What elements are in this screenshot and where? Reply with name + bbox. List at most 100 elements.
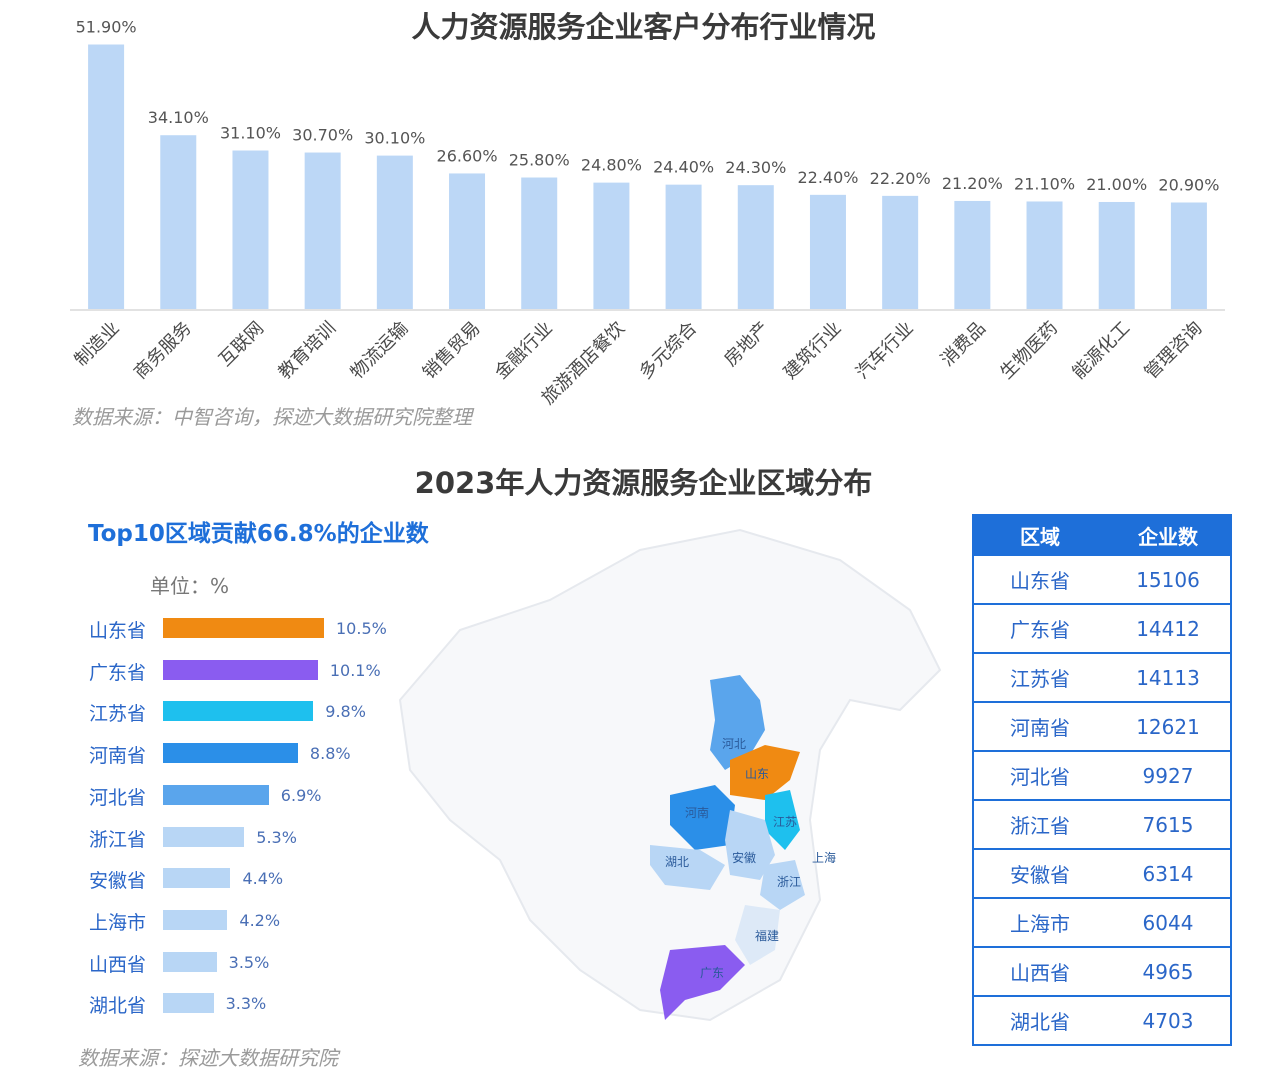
bar-value-label: 30.10%	[364, 129, 425, 148]
industry-bar-chart: 51.90% 制造业 34.10% 商务服务 31.10% 互联网 30.70% 教育培训 30…	[70, 18, 1225, 409]
table-row: 河北省 9927	[973, 750, 1231, 800]
x-tick-label: 管理咨询	[1141, 318, 1207, 384]
x-tick-label: 商务服务	[130, 318, 196, 384]
bar-5	[449, 173, 486, 309]
bar-9	[737, 185, 774, 309]
region-henan	[670, 785, 735, 850]
bar-value-label: 22.40%	[797, 168, 858, 187]
region-value-label: 5.3%	[256, 827, 297, 847]
x-tick-label: 消费品	[937, 318, 990, 371]
region-value-label: 10.5%	[336, 619, 387, 638]
x-tick-label: 能源化工	[1068, 318, 1134, 384]
region-label: 河南省	[88, 745, 146, 768]
region-value-label: 3.5%	[228, 952, 270, 972]
region-table-header: 区域 企业数	[973, 515, 1231, 555]
bar-value-label: 51.90%	[76, 18, 137, 37]
region-label: 湖北省	[88, 995, 146, 1018]
bar-6	[521, 177, 558, 309]
x-tick-label: 汽车行业	[852, 318, 918, 384]
count-cell: 6044	[1106, 897, 1231, 947]
region-bar	[163, 993, 214, 1014]
bar-4	[376, 155, 413, 309]
region-bar	[163, 868, 231, 889]
region-value-label: 8.8%	[309, 744, 351, 764]
bar-value-label: 25.80%	[509, 151, 570, 170]
x-tick-label: 教育培训	[274, 318, 340, 384]
region-label: 安徽省	[88, 870, 146, 893]
region-label: 广东省	[88, 661, 146, 684]
region-label: 山东省	[88, 620, 146, 642]
bar-value-label: 34.10%	[148, 108, 209, 127]
region-cell: 浙江省	[973, 799, 1106, 849]
region-label: 山西省	[88, 953, 146, 976]
count-cell: 7615	[1106, 799, 1231, 849]
region-label: 河北省	[88, 786, 146, 809]
region-fujian	[735, 905, 780, 965]
region-bar	[163, 701, 314, 722]
chart2-unit: 单位：%	[150, 574, 230, 598]
region-bar	[163, 909, 228, 930]
region-bar	[163, 826, 245, 847]
table-row: 上海市 6044	[973, 897, 1231, 947]
bar-2	[232, 150, 269, 309]
x-tick-label: 金融行业	[491, 318, 557, 384]
map-label-hubei: 湖北	[665, 854, 689, 869]
bar-0	[88, 44, 125, 310]
table-row: 湖北省 4703	[973, 995, 1231, 1045]
china-region-map: 河北 山东 河南 江苏 湖北 安徽 上海 浙江 福建 广东	[398, 528, 942, 1022]
region-value-label: 9.8%	[325, 702, 366, 722]
count-cell: 14113	[1106, 652, 1231, 702]
region-bar	[163, 784, 269, 805]
region-cell: 广东省	[973, 603, 1106, 653]
table-row: 浙江省 7615	[973, 799, 1231, 849]
bar-10	[809, 194, 846, 309]
bar-value-label: 24.80%	[581, 156, 642, 175]
count-cell: 6314	[1106, 848, 1231, 898]
count-cell: 4703	[1106, 995, 1231, 1045]
region-cell: 江苏省	[973, 652, 1106, 702]
table-row: 河南省 12621	[973, 701, 1231, 751]
region-label: 浙江省	[88, 828, 146, 851]
region-cell: 山东省	[973, 554, 1106, 604]
bar-value-label: 24.40%	[653, 158, 714, 177]
region-cell: 山西省	[973, 946, 1106, 996]
map-label-henan: 河南	[685, 805, 709, 820]
bar-value-label: 21.20%	[942, 174, 1003, 193]
region-table: 区域 企业数 山东省 15106 广东省 14412 江苏省 14113 河南省 12621 河…	[972, 514, 1232, 1046]
region-value-label: 10.1%	[329, 660, 381, 680]
bar-value-label: 22.20%	[870, 169, 931, 188]
region-bar	[163, 618, 324, 638]
count-cell: 14412	[1106, 603, 1231, 653]
bar-11	[882, 195, 919, 309]
region-value-label: 4.4%	[242, 869, 284, 889]
x-tick-label: 销售贸易	[419, 318, 485, 384]
bar-13	[1026, 201, 1063, 309]
region-guangdong	[660, 945, 745, 1020]
count-cell: 12621	[1106, 701, 1231, 751]
map-label-shanghai: 上海	[812, 850, 836, 865]
map-label-guangdong: 广东	[700, 966, 724, 980]
count-cell: 4965	[1106, 946, 1231, 996]
count-col-header: 企业数	[1106, 515, 1231, 555]
bar-1	[160, 135, 197, 309]
x-tick-label: 物流运输	[347, 318, 413, 384]
bar-value-label: 21.00%	[1086, 175, 1147, 194]
x-tick-label: 建筑行业	[780, 318, 846, 384]
bar-value-label: 26.60%	[437, 146, 498, 165]
bar-value-label: 21.10%	[1014, 174, 1075, 193]
region-value-label: 4.2%	[239, 910, 281, 930]
x-tick-label: 房地产	[720, 318, 773, 371]
map-label-jiangsu: 江苏	[773, 815, 797, 829]
bar-8	[665, 184, 702, 309]
region-jiangsu	[765, 790, 800, 850]
region-cell: 上海市	[973, 897, 1106, 947]
bar-15	[1170, 202, 1207, 309]
bar-value-label: 20.90%	[1158, 175, 1219, 194]
bar-value-label: 24.30%	[725, 158, 786, 177]
region-label: 上海市	[88, 911, 146, 934]
region-shandong	[730, 745, 800, 800]
table-row: 广东省 14412	[973, 603, 1231, 653]
table-row: 山西省 4965	[973, 946, 1231, 996]
region-value-label: 6.9%	[280, 785, 322, 805]
bar-3	[304, 152, 341, 309]
